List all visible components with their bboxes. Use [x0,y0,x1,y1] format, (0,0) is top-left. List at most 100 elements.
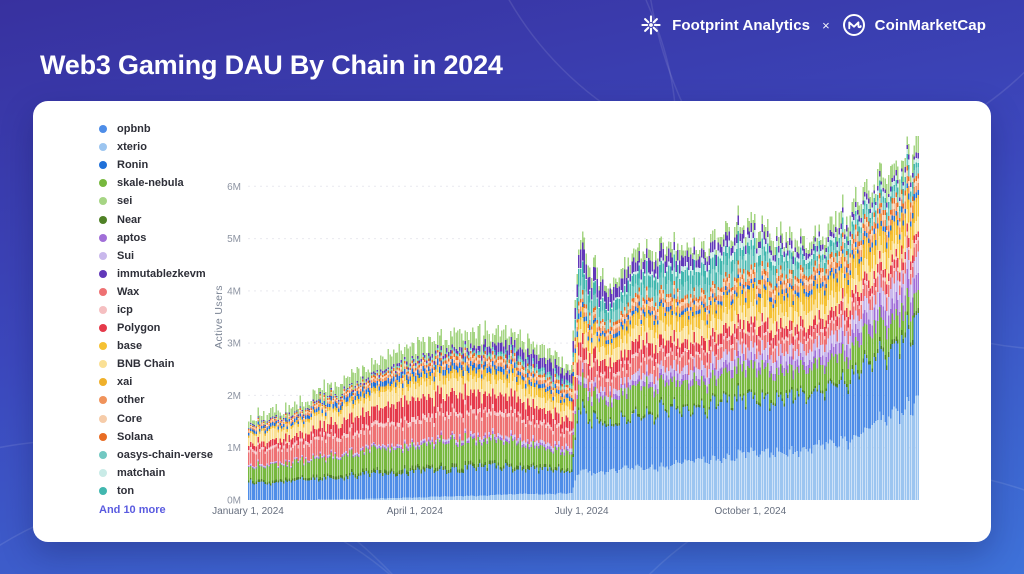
legend-dot [99,378,107,387]
legend-dot [99,161,107,170]
series-opbnb[interactable] [248,312,919,500]
legend-item-label: skale-nebula [117,177,184,190]
svg-text:4M: 4M [227,286,241,297]
legend-dot [99,360,107,369]
series-aptos[interactable] [248,269,919,470]
legend-dot [99,324,107,333]
svg-text:July 1, 2024: July 1, 2024 [555,506,609,517]
series-sei[interactable] [248,135,919,428]
legend-item-icp[interactable]: icp [99,301,249,319]
legend-item-opbnb[interactable]: opbnb [99,120,249,138]
legend-dot [99,143,107,152]
legend-dot [99,396,107,405]
svg-text:1M: 1M [227,443,241,454]
series-skale-nebula[interactable] [248,287,919,484]
series-other[interactable] [248,175,919,433]
series-immutablezkevm[interactable] [248,144,919,429]
legend-items: opbnb xterio Ronin skale-nebula sei Near aptos… [99,120,249,500]
legend-item-ton[interactable]: ton [99,482,249,500]
legend-item-label: other [117,394,145,407]
legend-item-polygon[interactable]: Polygon [99,319,249,337]
legend-dot [99,269,107,278]
legend-dot [99,215,107,224]
legend-item-label: base [117,340,143,353]
legend-item-bnb-chain[interactable]: BNB Chain [99,355,249,373]
series-xterio[interactable] [306,395,919,500]
series-bnb-chain[interactable] [248,209,919,447]
brand-cmc-label: CoinMarketCap [874,16,986,34]
series-xai[interactable] [248,188,919,437]
bars-layer[interactable] [248,135,919,500]
footprint-analytics-icon [641,15,661,35]
legend-dot [99,468,107,477]
legend-item-aptos[interactable]: aptos [99,229,249,247]
series-polygon[interactable] [248,223,919,452]
brand-footprint-label: Footprint Analytics [672,16,811,34]
legend-dot [99,233,107,242]
legend-more-link[interactable]: And 10 more [99,503,166,516]
legend-item-label: ton [117,484,135,497]
coinmarketcap-icon [842,14,865,36]
legend-item-label: Near [117,213,142,226]
legend-dot [99,287,107,296]
legend-item-skale-nebula[interactable]: skale-nebula [99,174,249,192]
dau-stacked-bar-chart[interactable]: 0M 1M 2M 3M 4M 5M 6M Active Users January 1, 202… [33,101,991,542]
series-oasys-chain-verse[interactable] [248,158,919,430]
legend-item-near[interactable]: Near [99,210,249,228]
legend-dot [99,179,107,188]
legend-item-label: icp [117,303,133,316]
legend-item-label: Solana [117,430,154,443]
series-core[interactable] [248,170,919,432]
svg-text:0M: 0M [227,496,241,507]
legend-item-xai[interactable]: xai [99,373,249,391]
legend-dot [99,342,107,351]
series-solana[interactable] [248,165,919,431]
legend-item-sei[interactable]: sei [99,192,249,210]
legend-item-label: Core [117,412,143,425]
svg-text:2M: 2M [227,391,241,402]
legend-item-label: Ronin [117,159,149,172]
x-axis-ticks: January 1, 2024 April 1, 2024 July 1, 2024… [212,506,786,517]
legend-item-xterio[interactable]: xterio [99,138,249,156]
series-ronin[interactable] [248,183,919,436]
legend-item-oasys-chain-verse[interactable]: oasys-chain-verse [99,446,249,464]
legend-item-sui[interactable]: Sui [99,247,249,265]
legend-dot [99,414,107,423]
page-header: Footprint Analytics × CoinMarketCap Web3… [0,0,1024,96]
legend-item-label: BNB Chain [117,358,175,371]
legend-dot [99,251,107,260]
legend-item-label: Wax [117,285,140,298]
series-wax[interactable] [248,235,919,468]
legend-item-matchain[interactable]: matchain [99,464,249,482]
series-near[interactable] [248,308,919,486]
legend-dot [99,450,107,459]
legend-item-label: Polygon [117,322,161,335]
gridlines [248,185,919,449]
legend-item-label: sei [117,195,133,208]
legend-item-immutablezkevm[interactable]: immutablezkevm [99,265,249,283]
page-title: Web3 Gaming DAU By Chain in 2024 [40,50,503,80]
y-axis-ticks: 0M 1M 2M 3M 4M 5M 6M [227,182,241,507]
legend-item-core[interactable]: Core [99,410,249,428]
series-icp[interactable] [248,231,919,455]
legend-dot [99,432,107,441]
svg-text:January 1, 2024: January 1, 2024 [212,506,284,517]
series-base[interactable] [248,191,919,438]
legend-item-label: aptos [117,231,147,244]
legend-dot [99,305,107,314]
legend-item-ronin[interactable]: Ronin [99,156,249,174]
legend-item-label: matchain [117,466,166,479]
legend-item-solana[interactable]: Solana [99,428,249,446]
svg-text:October 1, 2024: October 1, 2024 [714,506,786,517]
legend-item-other[interactable]: other [99,391,249,409]
svg-text:April 1, 2024: April 1, 2024 [387,506,444,517]
legend-item-base[interactable]: base [99,337,249,355]
legend-dot [99,197,107,206]
legend-item-wax[interactable]: Wax [99,283,249,301]
legend-item-label: xterio [117,141,147,154]
series-sui[interactable] [248,248,919,469]
legend-item-label: Sui [117,249,135,262]
legend-item-label: oasys-chain-verse [117,448,213,461]
brand-row: Footprint Analytics × CoinMarketCap [639,13,986,37]
brand-separator: × [822,17,830,33]
